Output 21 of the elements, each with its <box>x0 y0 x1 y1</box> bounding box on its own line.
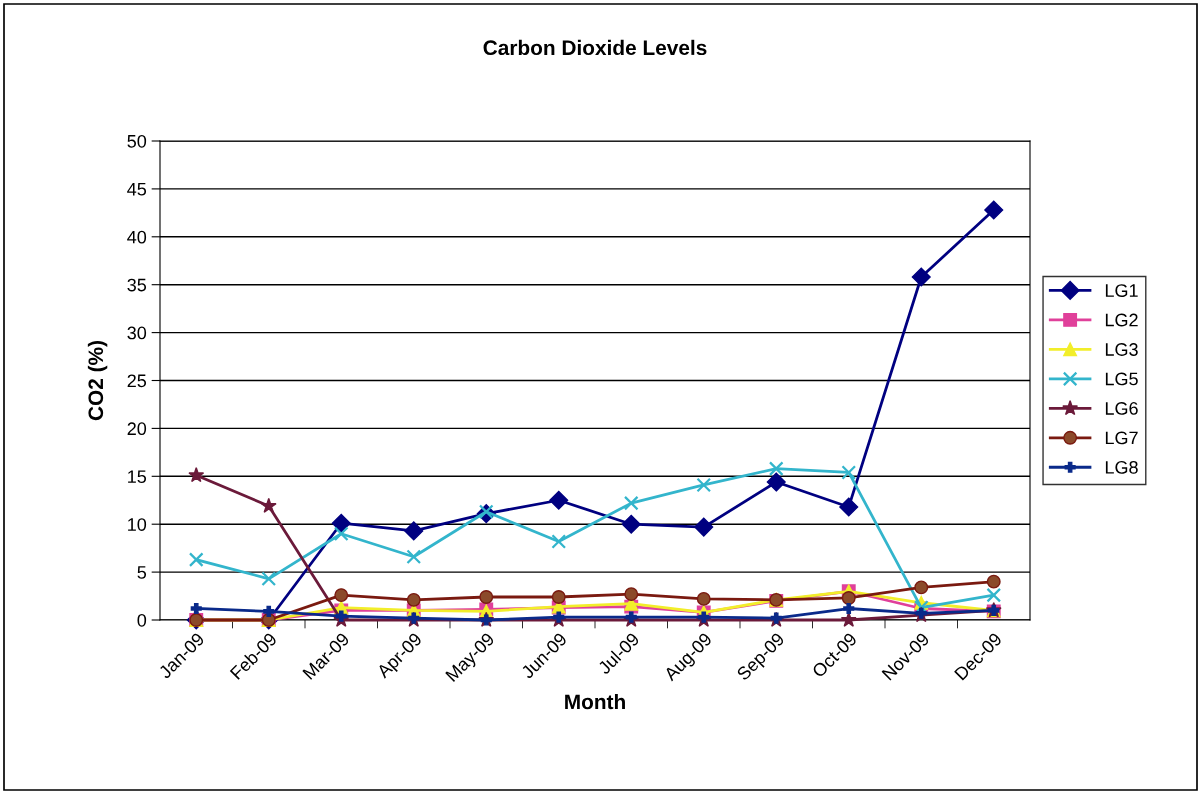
y-tick-label: 5 <box>137 566 147 579</box>
legend-label: LG7 <box>1105 431 1138 445</box>
legend-label: LG8 <box>1105 460 1138 474</box>
y-tick-label: 10 <box>128 518 147 531</box>
legend-label: LG5 <box>1105 372 1138 386</box>
legend-label: LG6 <box>1105 402 1138 415</box>
y-tick-label: 15 <box>128 470 147 484</box>
x-axis-title: Month <box>565 693 625 710</box>
y-tick-label: 25 <box>127 374 147 388</box>
y-tick-label: 35 <box>127 278 147 292</box>
y-axis-title: CO2 (%) <box>87 341 108 421</box>
y-tick-label: 20 <box>127 422 147 436</box>
y-tick-label: 40 <box>127 230 147 244</box>
legend-label: LG3 <box>1105 343 1138 356</box>
y-tick-label: 30 <box>127 326 147 340</box>
y-tick-label: 50 <box>127 134 147 148</box>
y-tick-label: 45 <box>127 183 147 196</box>
y-tick-label: 0 <box>137 613 147 627</box>
legend-label: LG2 <box>1105 313 1138 327</box>
legend-label: LG1 <box>1105 284 1138 297</box>
chart-title: Carbon Dioxide Levels <box>483 39 707 56</box>
